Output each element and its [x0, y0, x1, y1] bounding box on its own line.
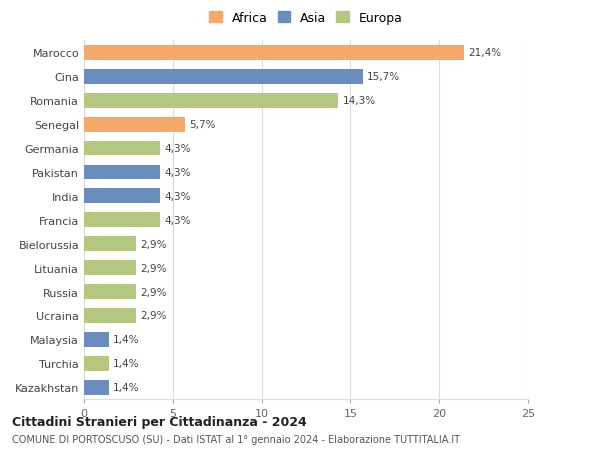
Text: 4,3%: 4,3%	[165, 191, 191, 202]
Bar	[84, 261, 136, 275]
Text: 14,3%: 14,3%	[343, 96, 376, 106]
Text: 4,3%: 4,3%	[165, 215, 191, 225]
Bar	[84, 285, 136, 299]
Bar	[84, 332, 109, 347]
Bar	[84, 165, 160, 180]
Text: 2,9%: 2,9%	[140, 239, 166, 249]
Text: 1,4%: 1,4%	[113, 382, 140, 392]
Text: 1,4%: 1,4%	[113, 358, 140, 369]
Bar	[84, 308, 136, 323]
Text: 5,7%: 5,7%	[190, 120, 216, 130]
Text: COMUNE DI PORTOSCUSO (SU) - Dati ISTAT al 1° gennaio 2024 - Elaborazione TUTTITA: COMUNE DI PORTOSCUSO (SU) - Dati ISTAT a…	[12, 434, 460, 444]
Text: 2,9%: 2,9%	[140, 263, 166, 273]
Bar	[84, 94, 338, 108]
Bar	[84, 380, 109, 395]
Bar	[84, 141, 160, 156]
Text: 1,4%: 1,4%	[113, 335, 140, 345]
Text: 21,4%: 21,4%	[469, 48, 502, 58]
Text: 15,7%: 15,7%	[367, 72, 400, 82]
Bar	[84, 118, 185, 132]
Bar	[84, 70, 363, 84]
Bar	[84, 213, 160, 228]
Text: 4,3%: 4,3%	[165, 168, 191, 178]
Text: 2,9%: 2,9%	[140, 287, 166, 297]
Bar	[84, 356, 109, 371]
Text: Cittadini Stranieri per Cittadinanza - 2024: Cittadini Stranieri per Cittadinanza - 2…	[12, 415, 307, 428]
Bar	[84, 189, 160, 204]
Text: 4,3%: 4,3%	[165, 144, 191, 154]
Bar	[84, 237, 136, 252]
Legend: Africa, Asia, Europa: Africa, Asia, Europa	[205, 8, 407, 28]
Text: 2,9%: 2,9%	[140, 311, 166, 321]
Bar	[84, 46, 464, 61]
